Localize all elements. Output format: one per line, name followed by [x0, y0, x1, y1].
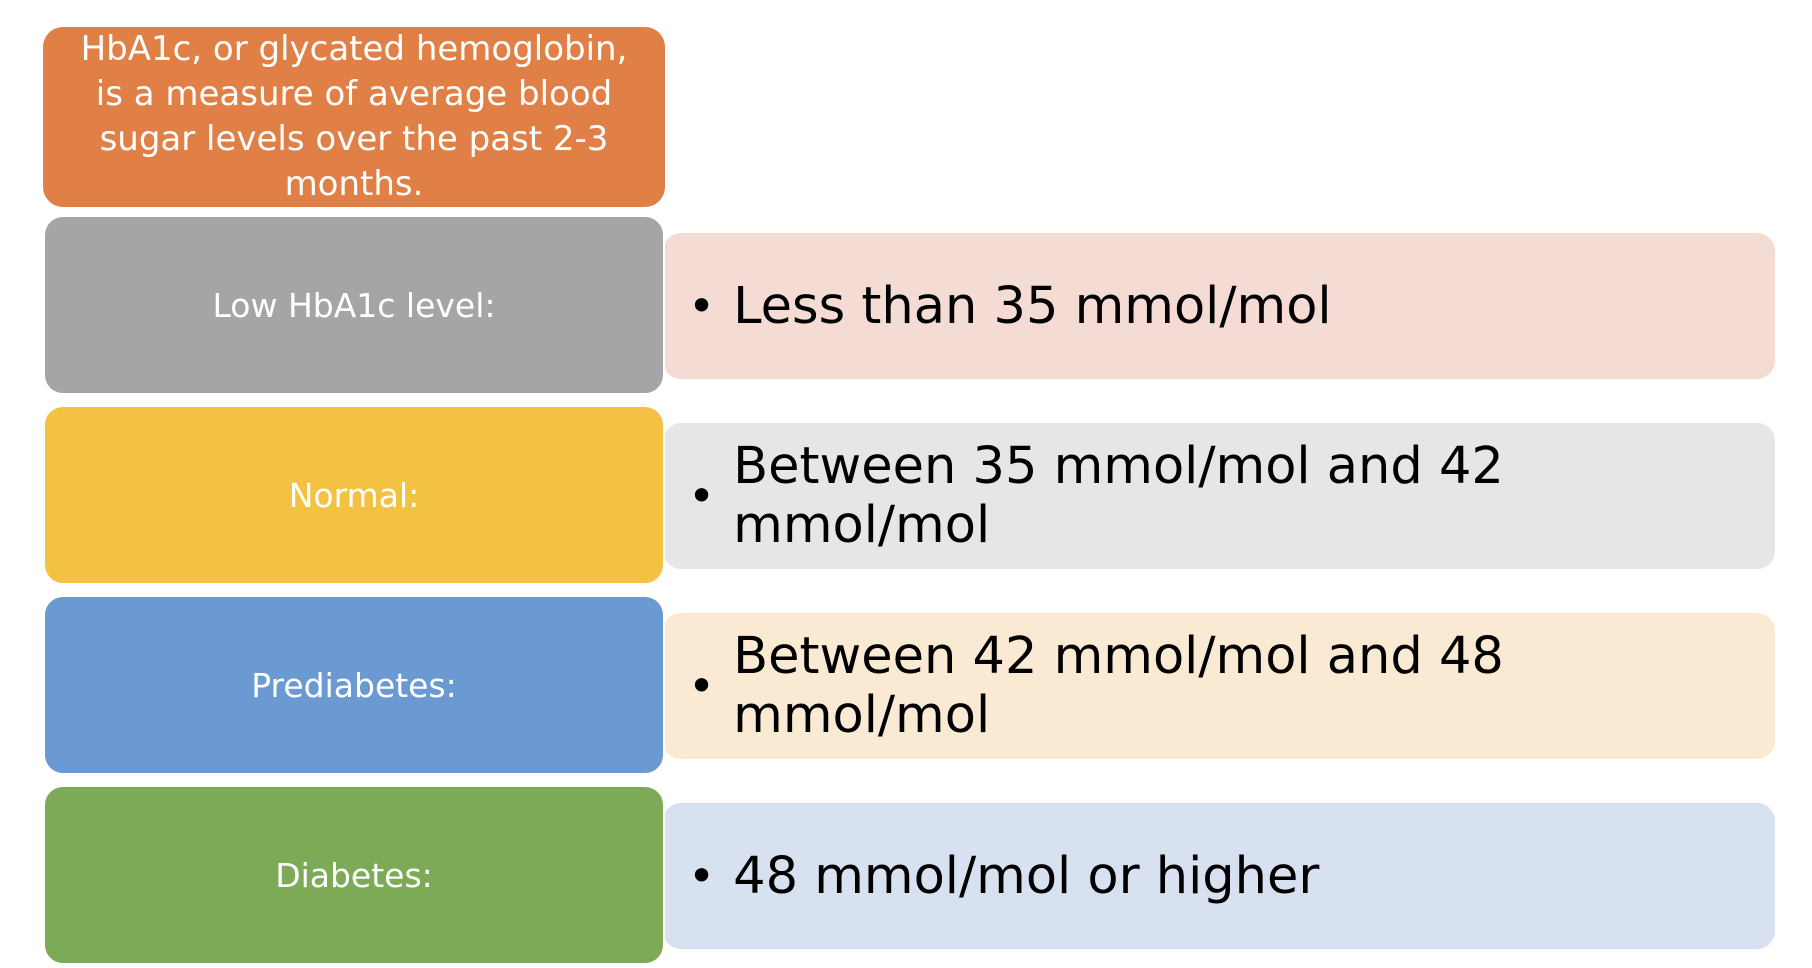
detail-text-low: Less than 35 mmol/mol	[733, 276, 1332, 336]
detail-text-normal: Between 35 mmol/mol and 42 mmol/mol	[733, 437, 1504, 555]
label-box-prediabetes: Prediabetes:	[43, 595, 665, 775]
detail-text-diabetes: 48 mmol/mol or higher	[733, 846, 1320, 906]
label-box-normal: Normal:	[43, 405, 665, 585]
detail-box-low: • Less than 35 mmol/mol	[663, 233, 1775, 379]
detail-box-diabetes: • 48 mmol/mol or higher	[663, 803, 1775, 949]
bullet-dot-icon: •	[688, 659, 716, 713]
bullet-dot-icon: •	[688, 279, 716, 333]
label-box-diabetes: Diabetes:	[43, 785, 665, 965]
detail-box-normal: • Between 35 mmol/mol and 42 mmol/mol	[663, 423, 1775, 569]
label-text-normal: Normal:	[288, 475, 420, 515]
label-box-low: Low HbA1c level:	[43, 215, 665, 395]
label-text-diabetes: Diabetes:	[275, 855, 433, 895]
label-text-low: Low HbA1c level:	[212, 285, 496, 325]
label-text-prediabetes: Prediabetes:	[251, 665, 457, 705]
bullet-dot-icon: •	[688, 849, 716, 903]
bullet-dot-icon: •	[688, 469, 716, 523]
intro-box: HbA1c, or glycated hemoglobin, is a meas…	[43, 27, 665, 207]
detail-box-prediabetes: • Between 42 mmol/mol and 48 mmol/mol	[663, 613, 1775, 759]
detail-text-prediabetes: Between 42 mmol/mol and 48 mmol/mol	[733, 627, 1504, 745]
intro-text: HbA1c, or glycated hemoglobin, is a meas…	[80, 29, 628, 204]
